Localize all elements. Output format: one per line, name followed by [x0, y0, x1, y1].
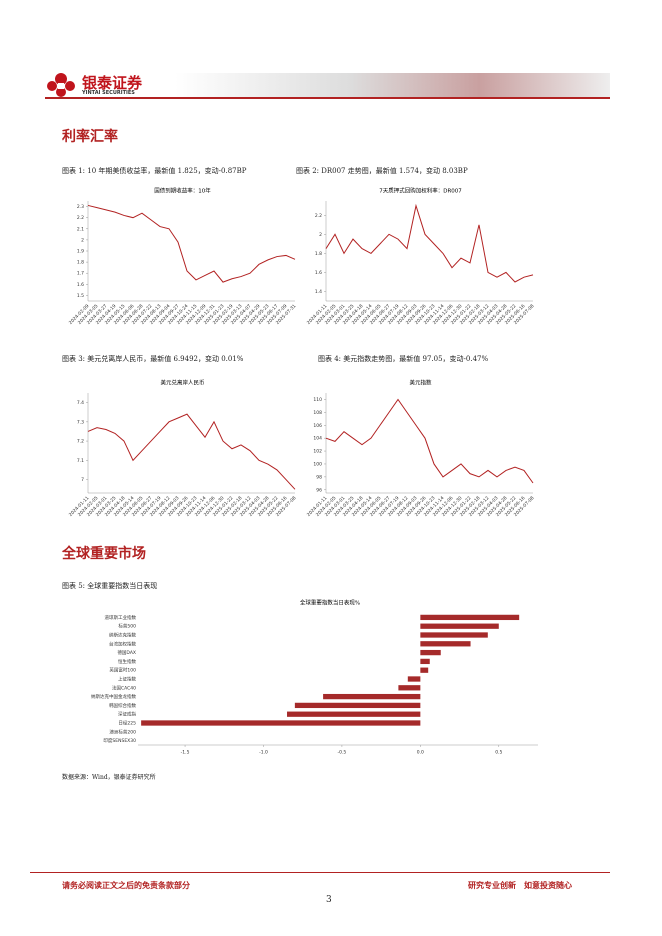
- y-tick-label: 英国富时100: [109, 667, 136, 674]
- y-tick-label: 纳斯达克指数: [109, 632, 136, 639]
- line: [87, 204, 296, 283]
- y-tick-label: 100: [313, 461, 322, 467]
- y-tick-label: 1.8: [315, 251, 322, 257]
- y-tick-label: 1.6: [315, 270, 322, 276]
- bar: [407, 676, 421, 682]
- y-tick-label: 7.3: [77, 419, 84, 425]
- caption: 图表 1: 10 年期美债收益率，最新值 1.825，变动-0.87BP: [62, 167, 247, 175]
- y-tick-label: 2: [319, 232, 322, 238]
- y-tick-label: 7.1: [77, 458, 84, 464]
- y-tick-label: 1.7: [77, 271, 84, 277]
- bar: [294, 702, 421, 709]
- y-tick-label: 110: [313, 397, 322, 403]
- brand: 银泰证券: [82, 74, 143, 92]
- brand-en: YINTAI SECURITIES: [82, 90, 135, 96]
- y-tick-label: 1.5: [77, 293, 84, 299]
- bar: [420, 632, 488, 638]
- y-tick-label: 恒生指数: [118, 658, 136, 665]
- y-tick-label: 1.8: [77, 260, 84, 266]
- y-tick-label: 2.2: [77, 215, 84, 221]
- bar: [323, 693, 421, 700]
- x-tick-label: 0.5: [495, 750, 502, 756]
- y-tick-label: 2.2: [315, 213, 322, 219]
- section-title: 利率汇率: [62, 129, 118, 145]
- caption: 图表 5: 全球重要指数当日表现: [62, 582, 158, 590]
- y-tick-label: 标普500: [118, 623, 136, 630]
- header-rule: [45, 97, 610, 99]
- bar: [420, 667, 429, 673]
- y-tick-label: 96: [316, 487, 322, 493]
- page-number: 3: [326, 895, 332, 905]
- line: [87, 413, 296, 490]
- chart-title: 全球重要指数当日表现%: [300, 599, 360, 607]
- bar: [420, 623, 499, 629]
- line: [325, 203, 534, 283]
- y-tick-label: 1.9: [77, 249, 84, 255]
- y-tick-label: 2.3: [77, 204, 84, 210]
- bar: [420, 658, 430, 665]
- y-tick-label: 2.1: [77, 226, 84, 232]
- footer-rule: [30, 872, 610, 873]
- bar: [420, 641, 471, 647]
- bar: [420, 649, 441, 656]
- chart-title: 7天质押式回购加权利率：DR007: [379, 187, 462, 195]
- line: [325, 398, 534, 484]
- y-tick-label: 104: [313, 436, 322, 442]
- y-tick-label: 108: [313, 410, 322, 416]
- x-tick-label: -1.5: [181, 750, 190, 756]
- banner: [175, 73, 610, 98]
- y-tick-label: 102: [313, 449, 322, 455]
- bar: [420, 614, 520, 621]
- logo: [47, 73, 75, 97]
- chart: 美元指数96981001021041061081102024-01-112024…: [306, 379, 536, 518]
- header-decor: [45, 73, 610, 99]
- y-tick-label: 深证成指: [118, 711, 136, 718]
- footer-right: 研究专业创新 如意投资随心: [468, 881, 572, 890]
- section-title: 全球重要市场: [62, 546, 146, 562]
- footer-left: 请务必阅读正文之后的免责条款部分: [62, 881, 190, 890]
- x-tick-label: 0.0: [417, 750, 424, 756]
- y-tick-label: 7.2: [77, 439, 84, 445]
- y-tick-label: 韩国综合指数: [109, 702, 136, 709]
- bar: [141, 720, 421, 726]
- y-tick-label: 澳洲标普200: [109, 728, 136, 735]
- y-tick-label: 日经225: [118, 720, 136, 727]
- y-tick-label: 7.4: [77, 400, 84, 406]
- y-tick-label: 法国CAC40: [112, 684, 136, 691]
- bar: [287, 711, 421, 717]
- y-tick-label: 2: [81, 237, 84, 243]
- y-tick-label: 纳斯达克中国金龙指数: [91, 693, 136, 700]
- caption: 图表 2: DR007 走势图，最新值 1.574，变动 8.03BP: [296, 167, 468, 175]
- y-tick-label: 7: [81, 477, 84, 483]
- chart: 全球重要指数当日表现% -1.5 -1.0 -0.5 0.0 0.5 道琼斯工业指数标普50…: [91, 599, 538, 756]
- x-tick-label: -1.0: [259, 750, 268, 756]
- y-tick-label: 106: [313, 423, 322, 429]
- bar: [398, 685, 421, 691]
- chart: 美元兑离岸人民币77.17.27.37.42024-01-112024-02-0…: [68, 379, 298, 518]
- source: 数据来源：Wind，银泰证券研究所: [62, 774, 156, 781]
- chart-title: 国债到期收益率：10年: [154, 187, 211, 195]
- y-tick-label: 98: [316, 474, 322, 480]
- caption: 图表 3: 美元兑离岸人民币，最新值 6.9492，变动 0.01%: [62, 355, 244, 363]
- y-tick-label: 德国DAX: [117, 649, 136, 656]
- y-tick-label: 上证指数: [118, 676, 136, 683]
- chart-title: 美元指数: [409, 379, 432, 387]
- y-tick-label: 1.6: [77, 282, 84, 288]
- y-tick-label: 印度SENSEX30: [103, 737, 136, 744]
- x-tick-label: -0.5: [338, 750, 347, 756]
- y-tick-label: 台湾加权指数: [109, 640, 136, 647]
- chart-title: 美元兑离岸人民币: [160, 379, 205, 387]
- chart: 国债到期收益率：10年1.51.61.71.81.922.12.22.32024…: [68, 187, 298, 326]
- y-tick-label: 道琼斯工业指数: [105, 614, 137, 621]
- y-tick-label: 1.4: [315, 289, 322, 295]
- chart: 7天质押式回购加权利率：DR0071.41.61.822.22024-01-11…: [306, 187, 536, 326]
- caption: 图表 4: 美元指数走势图，最新值 97.05，变动-0.47%: [318, 355, 489, 363]
